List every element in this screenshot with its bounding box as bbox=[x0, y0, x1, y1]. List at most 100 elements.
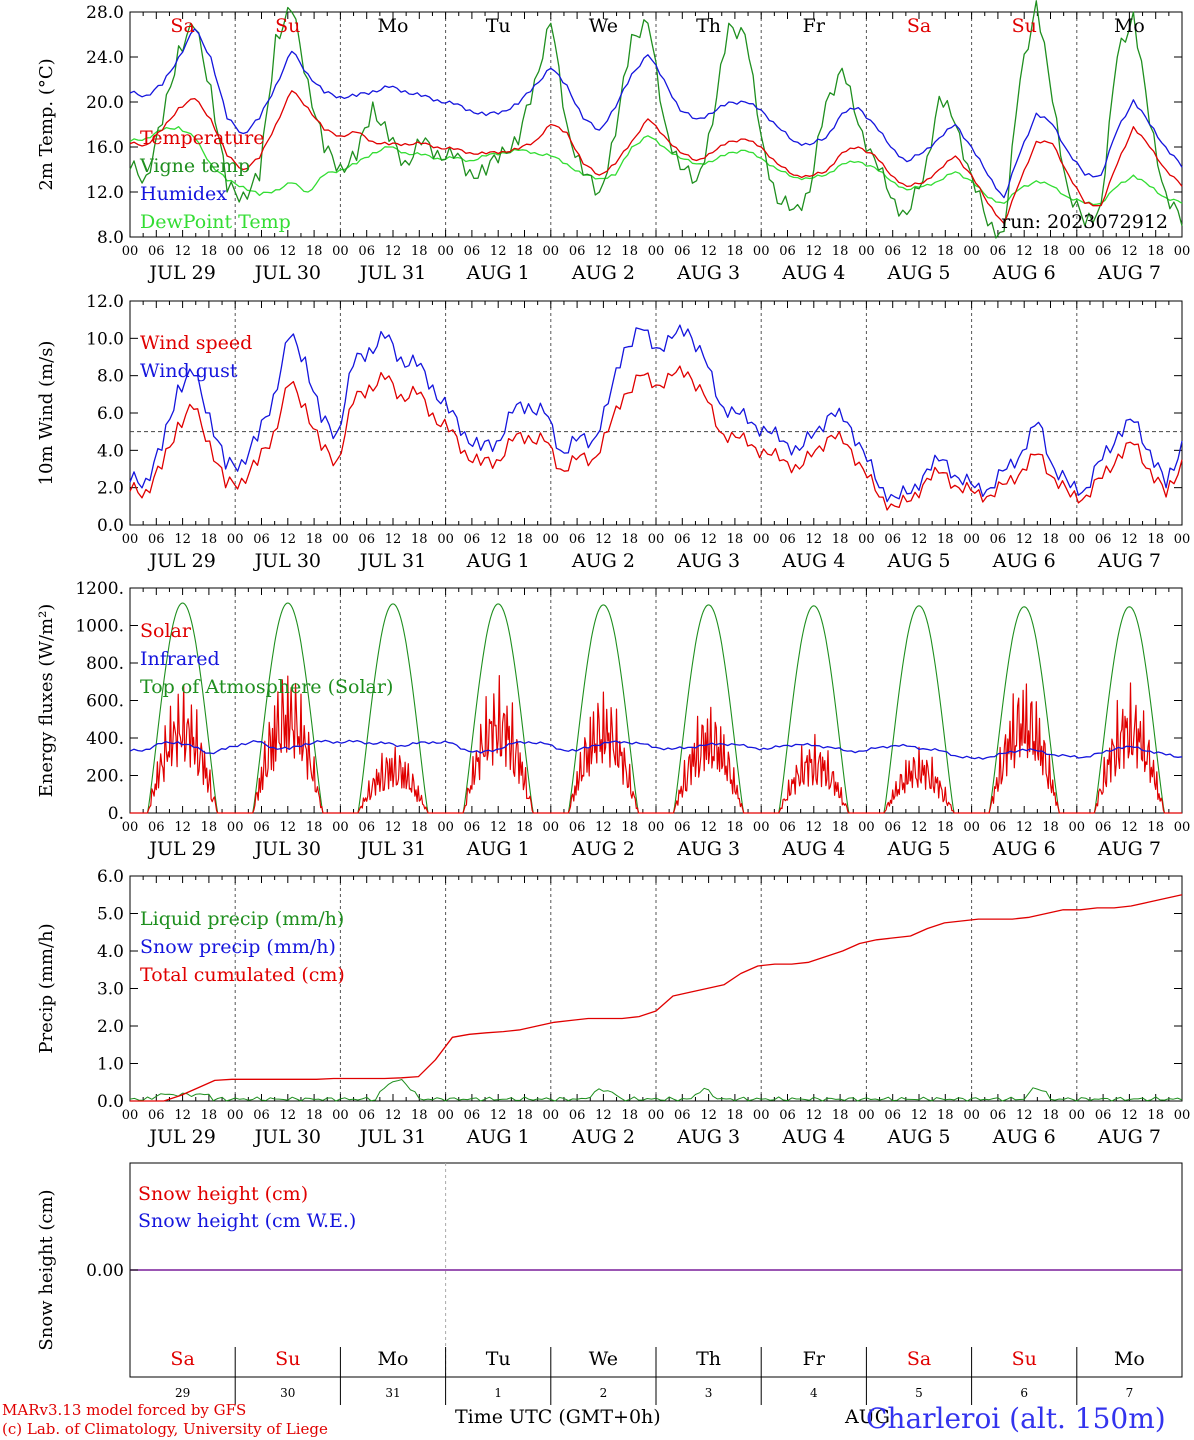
hour-tick-label: 12 bbox=[280, 820, 297, 835]
y-axis-label: Precip (mm/h) bbox=[36, 923, 57, 1053]
hour-tick-label: 18 bbox=[1147, 532, 1164, 547]
y-tick-label: 1000. bbox=[75, 617, 124, 637]
legend-snow-height-cm-: Snow height (cm) bbox=[138, 1183, 308, 1205]
hour-tick-label: 06 bbox=[253, 244, 270, 259]
hour-tick-label: 00 bbox=[963, 820, 980, 835]
day-label: AUG 6 bbox=[992, 1126, 1056, 1148]
hour-tick-label: 18 bbox=[1042, 244, 1059, 259]
x-axis-label: Time UTC (GMT+0h) bbox=[455, 1406, 661, 1428]
hour-tick-label: 12 bbox=[1121, 532, 1138, 547]
hour-tick-label: 06 bbox=[358, 1108, 375, 1123]
hour-tick-label: 18 bbox=[1147, 820, 1164, 835]
hour-tick-label: 18 bbox=[832, 820, 849, 835]
hour-tick-label: 12 bbox=[700, 244, 717, 259]
series-solar bbox=[761, 733, 867, 814]
hour-tick-label: 00 bbox=[227, 532, 244, 547]
hour-tick-label: 06 bbox=[569, 244, 586, 259]
hour-tick-label: 12 bbox=[911, 1108, 928, 1123]
hour-tick-label: 00 bbox=[227, 1108, 244, 1123]
day-label: AUG 7 bbox=[1097, 550, 1161, 572]
hour-tick-label: 18 bbox=[306, 532, 323, 547]
y-tick-label: 1.0 bbox=[97, 1055, 124, 1075]
hour-tick-label: 06 bbox=[569, 532, 586, 547]
hour-tick-label: 06 bbox=[990, 1108, 1007, 1123]
y-tick-label: 0.0 bbox=[97, 516, 124, 536]
hour-tick-label: 12 bbox=[490, 532, 507, 547]
hour-tick-label: 18 bbox=[411, 532, 428, 547]
weekday-label: Su bbox=[1012, 15, 1037, 37]
hour-tick-label: 18 bbox=[516, 820, 533, 835]
hour-tick-label: 06 bbox=[148, 1108, 165, 1123]
hour-tick-label: 18 bbox=[1042, 820, 1059, 835]
day-label: AUG 1 bbox=[466, 838, 530, 860]
hour-tick-label: 06 bbox=[148, 532, 165, 547]
day-number: 1 bbox=[494, 1386, 502, 1400]
series-top-of-atmosphere-solar bbox=[988, 606, 1060, 814]
weekday-label: Mo bbox=[1114, 1348, 1145, 1370]
hour-tick-label: 12 bbox=[806, 820, 823, 835]
month-label: AUG bbox=[845, 1406, 890, 1428]
hour-tick-label: 06 bbox=[569, 1108, 586, 1123]
day-label: JUL 29 bbox=[147, 550, 215, 572]
hour-tick-label: 12 bbox=[385, 244, 402, 259]
hour-tick-label: 06 bbox=[779, 244, 796, 259]
hour-tick-label: 06 bbox=[884, 820, 901, 835]
hour-tick-label: 06 bbox=[464, 244, 481, 259]
hour-tick-label: 00 bbox=[332, 532, 349, 547]
hour-tick-label: 00 bbox=[858, 1108, 875, 1123]
y-tick-label: 6.0 bbox=[97, 404, 124, 424]
hour-tick-label: 18 bbox=[937, 244, 954, 259]
hour-tick-label: 00 bbox=[332, 244, 349, 259]
series-top-of-atmosphere-solar bbox=[778, 605, 850, 814]
hour-tick-label: 18 bbox=[937, 1108, 954, 1123]
y-tick-label: 400. bbox=[86, 729, 124, 749]
y-tick-label: 800. bbox=[86, 654, 124, 674]
day-label: AUG 2 bbox=[571, 838, 635, 860]
hour-tick-label: 12 bbox=[1016, 532, 1033, 547]
hour-tick-label: 12 bbox=[911, 820, 928, 835]
weekday-label: Su bbox=[1012, 1348, 1037, 1370]
hour-tick-label: 18 bbox=[201, 1108, 218, 1123]
day-label: JUL 30 bbox=[253, 262, 321, 284]
hour-tick-label: 12 bbox=[490, 820, 507, 835]
day-label: AUG 2 bbox=[571, 550, 635, 572]
day-label: AUG 2 bbox=[571, 1126, 635, 1148]
series-top-of-atmosphere-solar bbox=[883, 605, 955, 814]
weekday-label: Th bbox=[696, 15, 721, 37]
hour-tick-label: 18 bbox=[1147, 244, 1164, 259]
hour-tick-label: 06 bbox=[148, 244, 165, 259]
hour-tick-label: 06 bbox=[990, 532, 1007, 547]
lab-credit: (c) Lab. of Climatology, University of L… bbox=[2, 1420, 328, 1438]
day-label: AUG 1 bbox=[466, 550, 530, 572]
hour-tick-label: 12 bbox=[1121, 244, 1138, 259]
day-number: 6 bbox=[1020, 1386, 1028, 1400]
y-tick-label: 0.0 bbox=[97, 1092, 124, 1112]
series-wind-speed bbox=[129, 365, 1183, 511]
day-label: AUG 4 bbox=[781, 1126, 845, 1148]
series-top-of-atmosphere-solar bbox=[462, 603, 534, 814]
hour-tick-label: 18 bbox=[516, 1108, 533, 1123]
hour-tick-label: 00 bbox=[963, 244, 980, 259]
day-label: AUG 7 bbox=[1097, 1126, 1161, 1148]
hour-tick-label: 12 bbox=[490, 244, 507, 259]
hour-tick-label: 00 bbox=[122, 820, 139, 835]
y-tick-label: 12.0 bbox=[86, 292, 124, 312]
hour-tick-label: 06 bbox=[253, 820, 270, 835]
hour-tick-label: 06 bbox=[884, 532, 901, 547]
hour-tick-label: 18 bbox=[411, 1108, 428, 1123]
y-axis-label: Energy fluxes (W/m²) bbox=[36, 604, 57, 798]
weekday-label: Mo bbox=[378, 1348, 409, 1370]
weekday-label: Sa bbox=[170, 15, 194, 37]
y-tick-label: 8.0 bbox=[97, 367, 124, 387]
day-label: AUG 5 bbox=[886, 838, 950, 860]
day-label: JUL 29 bbox=[147, 838, 215, 860]
day-number: 5 bbox=[915, 1386, 923, 1400]
hour-tick-label: 12 bbox=[595, 244, 612, 259]
run-label: run: 2023072912 bbox=[1001, 211, 1168, 233]
y-tick-label: 5.0 bbox=[97, 905, 124, 925]
day-label: AUG 4 bbox=[781, 262, 845, 284]
day-label: AUG 7 bbox=[1097, 838, 1161, 860]
hour-tick-label: 06 bbox=[674, 1108, 691, 1123]
legend-snow-precip-mm-h-: Snow precip (mm/h) bbox=[140, 936, 336, 958]
day-label: AUG 3 bbox=[676, 838, 740, 860]
